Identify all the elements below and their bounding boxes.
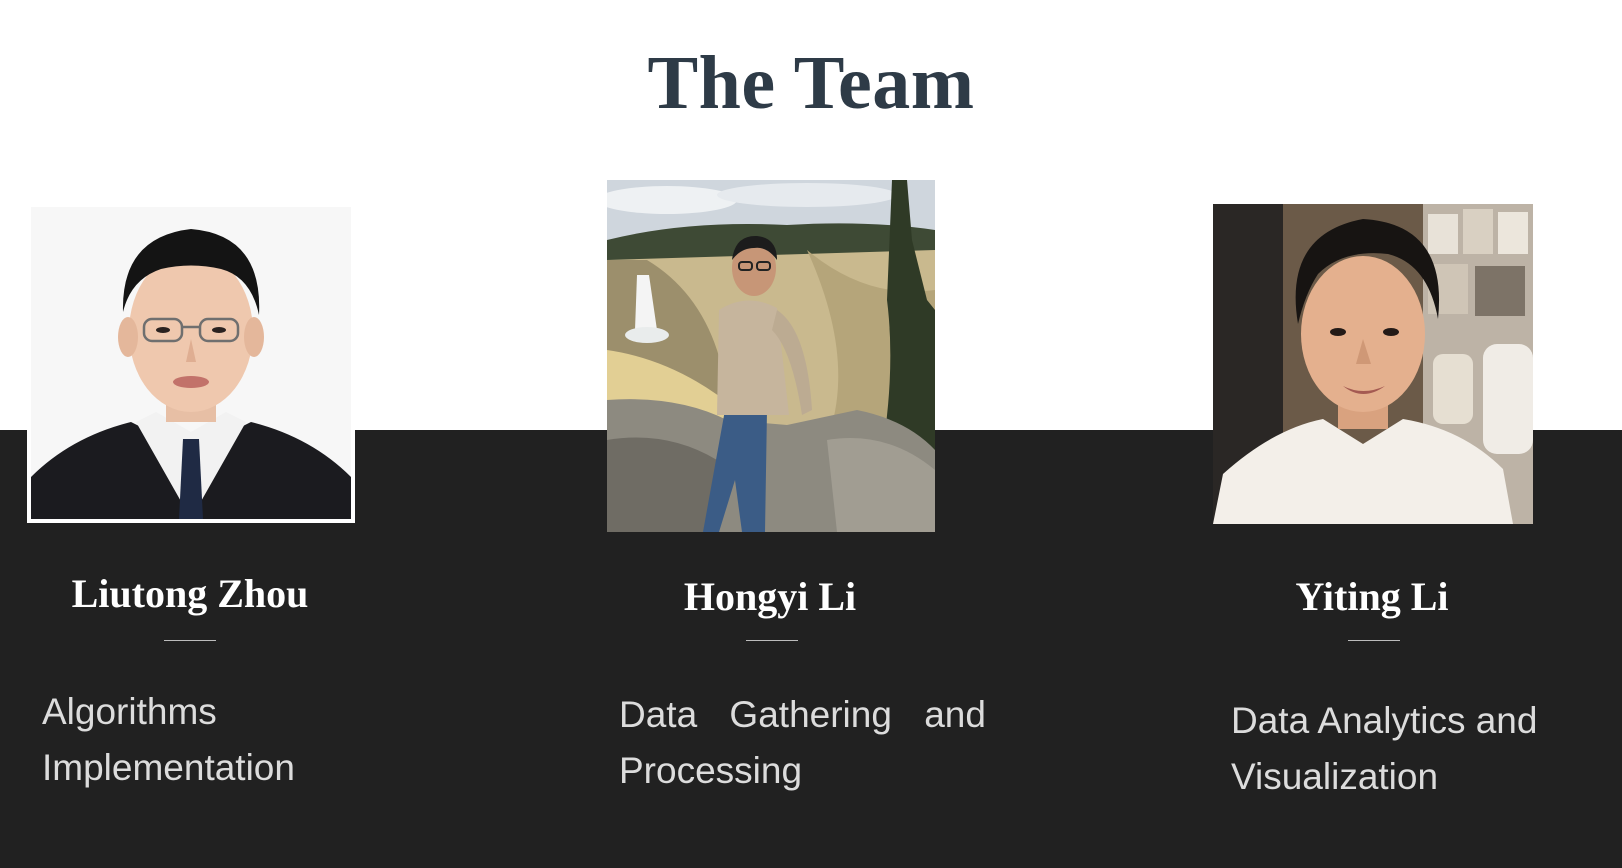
role-line-1: Data Gathering and: [619, 694, 986, 735]
member-role-liutong: Algorithms Implementation: [42, 684, 462, 796]
member-name-yiting: Yiting Li: [1295, 574, 1449, 619]
role-line-1: Algorithms: [42, 691, 217, 732]
member-name-liutong: Liutong Zhou: [71, 571, 309, 616]
name-divider: [164, 640, 216, 641]
member-role-yiting: Data Analytics and Visualization: [1231, 693, 1611, 805]
role-line-1: Data Analytics and: [1231, 700, 1538, 741]
member-photo-hongyi: [607, 180, 935, 532]
name-divider: [746, 640, 798, 641]
member-photo-yiting: [1213, 204, 1533, 524]
role-line-2: Processing: [619, 750, 803, 791]
canyon-portrait-photo-icon: [607, 180, 935, 532]
portrait-photo-icon: [31, 207, 351, 519]
member-photo-liutong: [27, 203, 355, 523]
indoor-portrait-photo-icon: [1213, 204, 1533, 524]
slide-title: The Team: [647, 41, 975, 125]
role-line-2: Implementation: [42, 747, 295, 788]
member-role-hongyi: Data Gathering and Processing: [619, 687, 999, 799]
role-line-2: Visualization: [1231, 756, 1439, 797]
name-divider: [1348, 640, 1400, 641]
member-name-hongyi: Hongyi Li: [683, 574, 857, 619]
